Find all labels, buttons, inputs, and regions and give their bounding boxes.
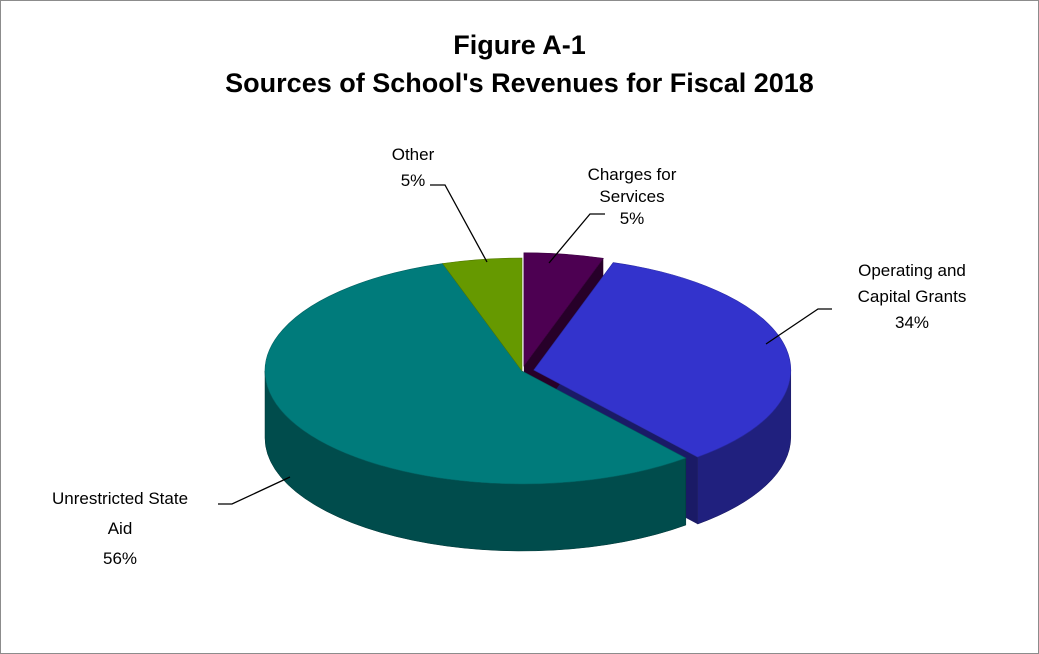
data-label-3-line-1: Unrestricted State [52, 489, 188, 508]
chart-title: Figure A-1 Sources of School's Revenues … [0, 26, 1039, 102]
pie-tops [264, 252, 792, 485]
data-label-2-line-1: Operating and [858, 261, 966, 280]
leader-line-2 [765, 308, 832, 345]
data-label-4: Other 5% [392, 145, 435, 190]
pie-slice-2 [533, 262, 792, 458]
pie-slice-1 [523, 252, 604, 367]
data-label-3-line-3: 56% [103, 549, 137, 568]
chart-title-line-1: Figure A-1 [453, 30, 586, 60]
leader-line-4 [430, 184, 488, 263]
pie-slice-3 [264, 263, 687, 485]
data-label-4-line-2: 5% [401, 171, 426, 190]
data-label-2-line-2: Capital Grants [858, 287, 967, 306]
data-label-1-line-3: 5% [620, 209, 645, 228]
chart-title-line-2: Sources of School's Revenues for Fiscal … [225, 68, 814, 98]
leader-line-3 [218, 476, 291, 505]
data-label-1-line-2: Services [599, 187, 664, 206]
leader-line-1 [548, 213, 605, 264]
data-label-2: Operating and Capital Grants 34% [858, 261, 967, 332]
pie-slice-4 [442, 257, 523, 372]
data-label-1-line-1: Charges for [588, 165, 677, 184]
data-label-3-line-2: Aid [108, 519, 133, 538]
data-label-2-line-3: 34% [895, 313, 929, 332]
pie-labels: Charges for Services 5% Operating and Capita… [52, 145, 966, 568]
data-label-3: Unrestricted State Aid 56% [52, 489, 188, 568]
data-label-1: Charges for Services 5% [588, 165, 677, 228]
data-label-4-line-1: Other [392, 145, 435, 164]
